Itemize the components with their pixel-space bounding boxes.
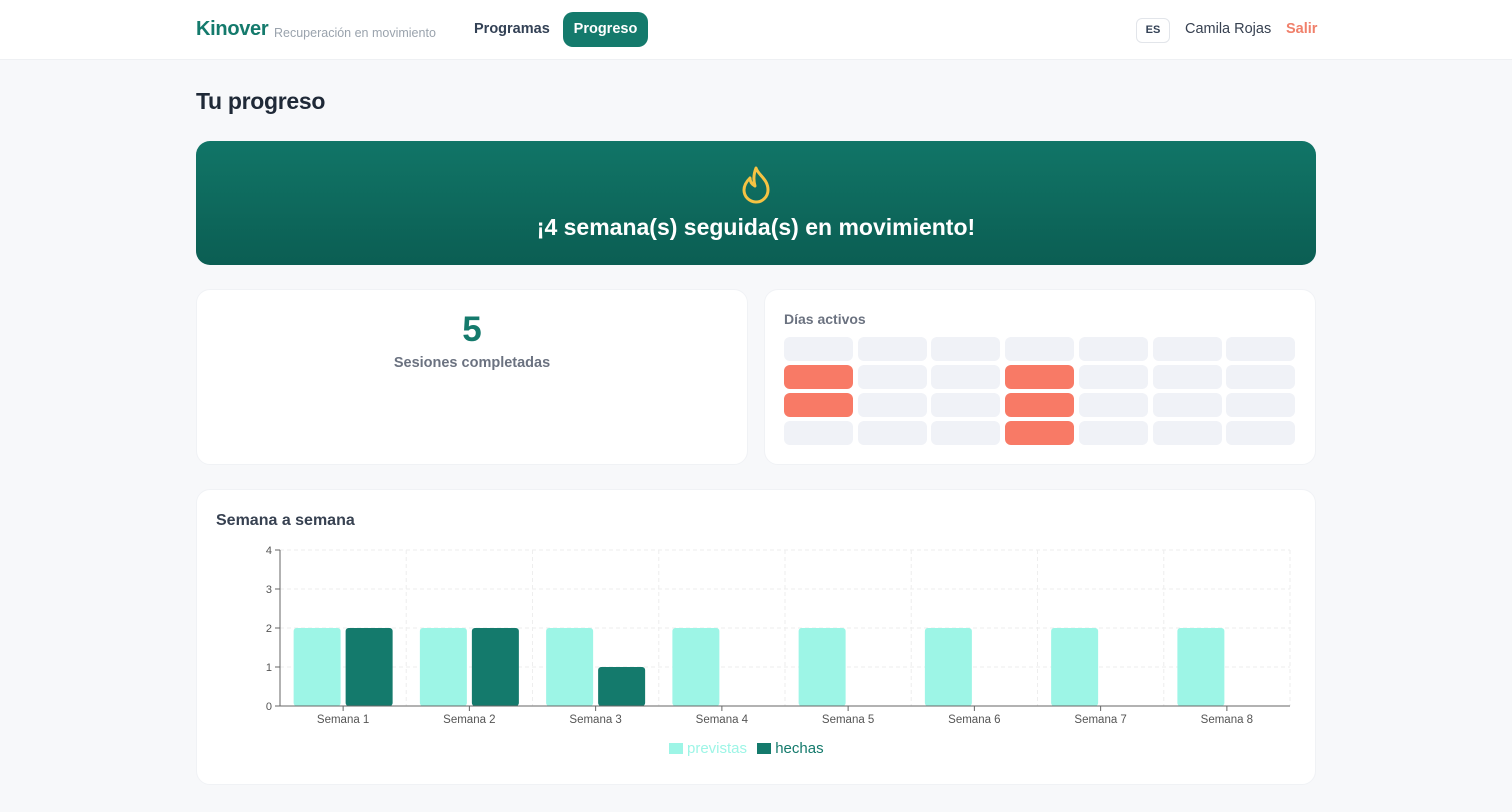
weekly-bar-chart: 0 1 2 3 4 Semana 1 Semana 2 Semana 3 Semana 4 Sem…: [266, 545, 1291, 726]
inactive-day-cell: [1226, 365, 1296, 389]
inactive-day-cell: [931, 337, 1001, 361]
bar-hechas: [598, 667, 646, 706]
bar-previstas: [1051, 628, 1099, 706]
inactive-day-cell: [857, 421, 927, 445]
inactive-day-cell: [1152, 421, 1222, 445]
language-selector[interactable]: ES: [1136, 18, 1170, 43]
top-navigation-bar: Kinover Recuperación en movimiento Progr…: [0, 0, 1512, 60]
x-tick-label: Semana 3: [569, 714, 621, 726]
y-tick-label: 3: [266, 584, 272, 596]
bar-previstas: [546, 628, 594, 706]
inactive-day-cell: [784, 421, 853, 445]
weekly-chart-title: Semana a semana: [216, 512, 355, 529]
x-tick-label: Semana 2: [443, 714, 495, 726]
chart-legend: previstas hechas: [669, 740, 830, 757]
inactive-day-cell: [1078, 337, 1148, 361]
bar-previstas: [672, 628, 720, 706]
inactive-day-cell: [857, 337, 927, 361]
inactive-day-cell: [1005, 337, 1075, 361]
bar-hechas: [345, 628, 393, 706]
x-tick-label: Semana 8: [1201, 714, 1253, 726]
streak-message: ¡4 semana(s) seguida(s) en movimiento!: [536, 214, 976, 240]
active-day-cell: [784, 365, 853, 389]
legend-item-hechas[interactable]: hechas: [757, 740, 824, 757]
bar-previstas: [293, 628, 341, 706]
logout-link[interactable]: Salir: [1286, 21, 1318, 37]
nav-programas-link[interactable]: Programas: [474, 21, 550, 37]
bar-hechas: [471, 628, 519, 706]
sessions-count: 5: [462, 310, 482, 349]
active-day-cell: [1005, 421, 1075, 445]
x-tick-label: Semana 4: [696, 714, 749, 726]
inactive-day-cell: [1152, 393, 1222, 417]
inactive-day-cell: [931, 393, 1001, 417]
x-tick-label: Semana 1: [317, 714, 369, 726]
legend-label-hechas: hechas: [775, 740, 824, 757]
inactive-day-cell: [1226, 393, 1296, 417]
y-tick-label: 2: [266, 623, 272, 635]
inactive-day-cell: [931, 421, 1001, 445]
x-tick-label: Semana 6: [948, 714, 1000, 726]
y-tick-label: 0: [266, 701, 272, 713]
bar-previstas: [1177, 628, 1225, 706]
sessions-label: Sesiones completadas: [393, 355, 551, 371]
sessions-card: [196, 289, 748, 465]
inactive-day-cell: [1152, 337, 1222, 361]
inactive-day-cell: [931, 365, 1001, 389]
brand-tagline: Recuperación en movimiento: [274, 26, 436, 40]
inactive-day-cell: [1226, 421, 1296, 445]
active-days-title: Días activos: [784, 311, 866, 327]
legend-item-previstas[interactable]: previstas: [669, 740, 747, 757]
inactive-day-cell: [857, 393, 927, 417]
bar-previstas: [924, 628, 972, 706]
active-day-cell: [784, 393, 853, 417]
flame-icon: [742, 166, 770, 204]
legend-swatch-hechas: [757, 743, 772, 754]
y-tick-label: 1: [266, 662, 272, 674]
page-title: Tu progreso: [196, 88, 326, 114]
nav-progreso-link[interactable]: Progreso: [563, 12, 648, 47]
x-tick-label: Semana 5: [822, 714, 874, 726]
inactive-day-cell: [1152, 365, 1222, 389]
inactive-day-cell: [1078, 421, 1148, 445]
inactive-day-cell: [857, 365, 927, 389]
inactive-day-cell: [1226, 337, 1296, 361]
legend-label-previstas: previstas: [687, 740, 748, 757]
active-day-cell: [1005, 365, 1075, 389]
user-name[interactable]: Camila Rojas: [1185, 21, 1272, 37]
active-day-cell: [1005, 393, 1075, 417]
inactive-day-cell: [1078, 365, 1148, 389]
x-tick-label: Semana 7: [1074, 714, 1126, 726]
bar-previstas: [419, 628, 467, 706]
y-tick-label: 4: [266, 545, 272, 557]
bar-previstas: [798, 628, 846, 706]
inactive-day-cell: [1078, 393, 1148, 417]
inactive-day-cell: [784, 337, 853, 361]
brand-logo[interactable]: Kinover: [196, 18, 269, 40]
legend-swatch-previstas: [669, 743, 683, 754]
